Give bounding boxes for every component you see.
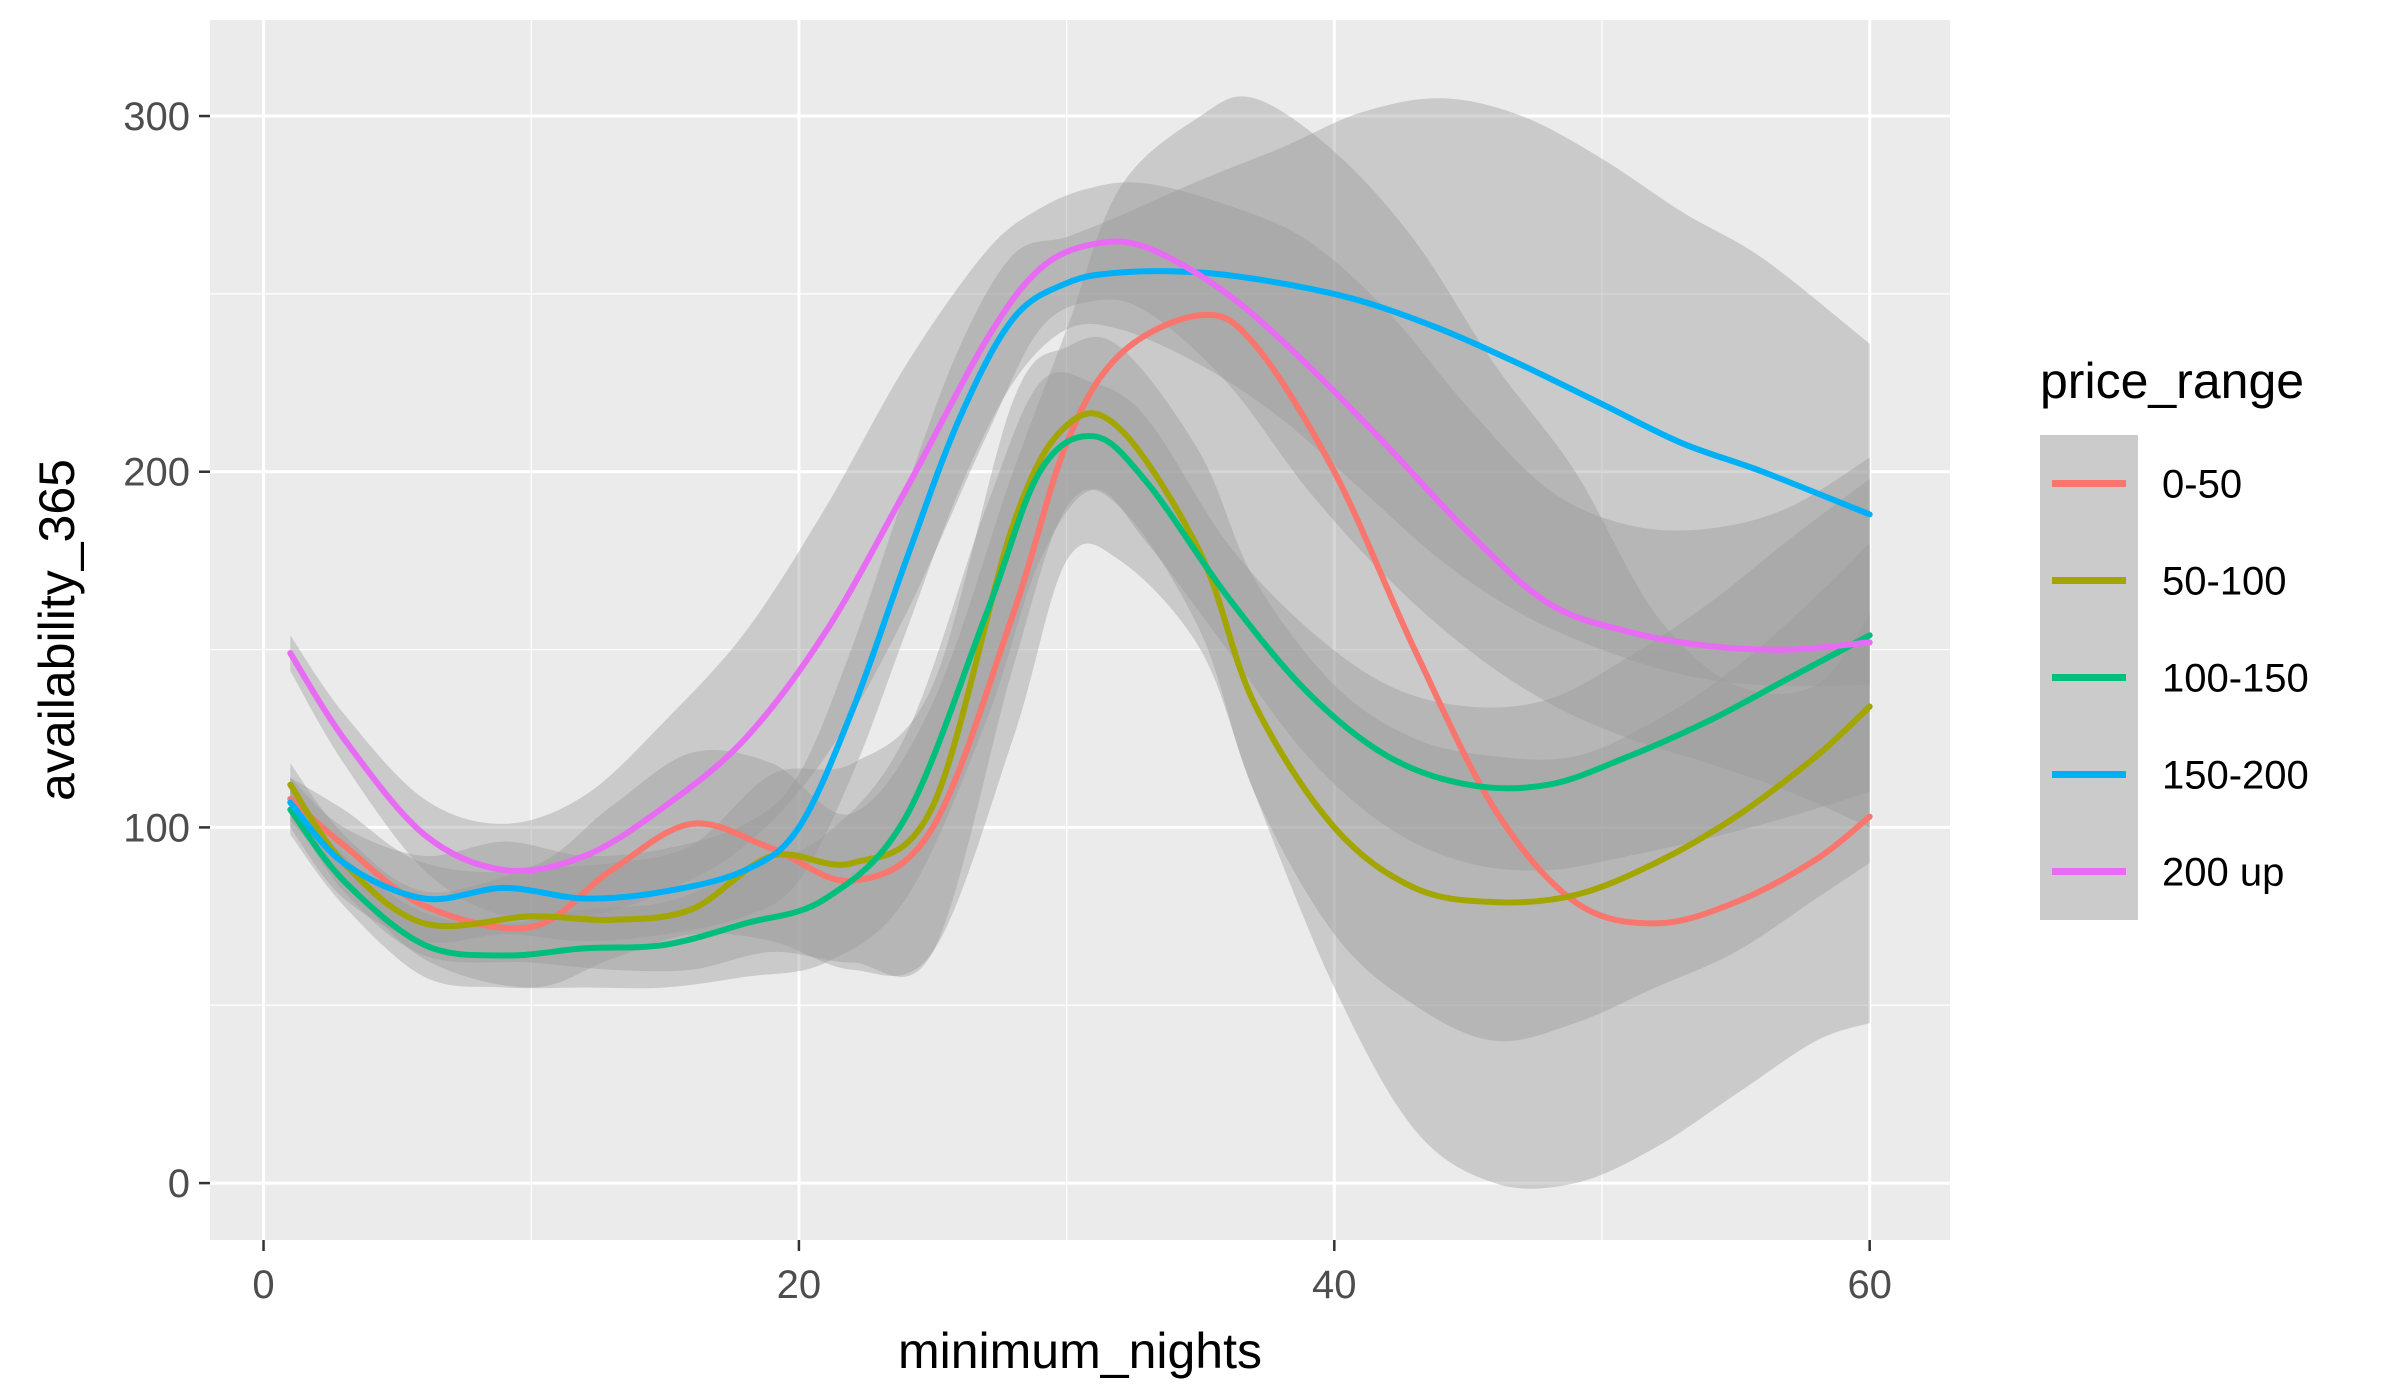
legend-items: 0-50 50-100 100-150 150-200 200 up (2040, 435, 2309, 920)
series-line-150-200 (287, 268, 1873, 903)
x-tick-label: 20 (777, 1263, 822, 1307)
confidence-band-200 up (290, 182, 1870, 921)
confidence-band-0-50 (290, 96, 1870, 1189)
y-tick-label: 0 (168, 1162, 190, 1206)
series-line-100-150 (287, 432, 1873, 959)
legend-label-50-100: 50-100 (2162, 560, 2287, 604)
y-tick-label: 200 (123, 451, 190, 495)
y-tick-label: 100 (123, 806, 190, 850)
legend-label-200 up: 200 up (2162, 851, 2284, 895)
legend: price_range 0-50 50-100 100-150 150-200 200 … (2040, 353, 2309, 920)
confidence-bands (290, 96, 1870, 1189)
legend-label-150-200: 150-200 (2162, 754, 2309, 798)
y-axis-label: availability_365 (29, 459, 85, 801)
series-line-0-50 (287, 311, 1873, 932)
series-line-200 up (287, 238, 1873, 874)
axes: 0 20 40 60 0 100 200 300 (123, 95, 1892, 1307)
legend-label-0-50: 0-50 (2162, 463, 2242, 507)
confidence-band-150-200 (290, 98, 1870, 943)
x-tick-label: 0 (252, 1263, 274, 1307)
x-axis-label: minimum_nights (898, 1323, 1262, 1379)
legend-label-100-150: 100-150 (2162, 657, 2309, 701)
confidence-band-50-100 (290, 336, 1870, 1042)
y-tick-label: 300 (123, 95, 190, 139)
series-line-50-100 (287, 410, 1873, 930)
x-tick-label: 40 (1312, 1263, 1357, 1307)
x-tick-label: 60 (1847, 1263, 1892, 1307)
panel-background (210, 20, 1950, 1240)
confidence-band-100-150 (290, 372, 1870, 989)
series-lines (287, 238, 1873, 959)
legend-title: price_range (2040, 353, 2304, 409)
gridlines (210, 20, 1950, 1240)
